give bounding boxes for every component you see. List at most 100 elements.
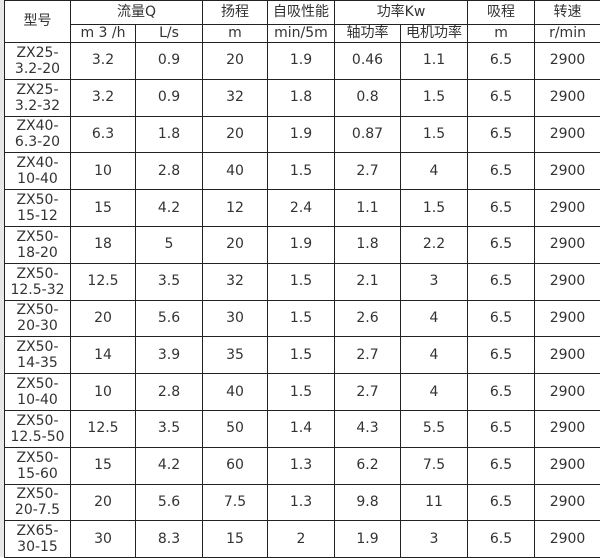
cell-motor-power: 2.2 [401,226,468,263]
cell-motor-power: 4 [401,153,468,190]
cell-shaft-power: 0.8 [335,79,401,116]
header-motor-power: 电机功率 [401,25,468,43]
model-line: 20-30 [5,318,70,334]
header-speed-unit: r/min [535,25,600,43]
cell-model: ZX50-20-7.5 [5,484,71,521]
cell-shaft-power: 9.8 [335,484,401,521]
model-line: ZX25- [5,82,70,98]
cell-speed: 2900 [535,190,600,227]
cell-motor-power: 4 [401,300,468,337]
cell-flow-m3h: 12.5 [71,410,136,447]
model-line: ZX40- [5,155,70,171]
cell-motor-power: 1.5 [401,190,468,227]
cell-flow-m3h: 20 [71,484,136,521]
cell-shaft-power: 6.2 [335,447,401,484]
cell-speed: 2900 [535,521,600,558]
cell-flow-m3h: 6.3 [71,116,136,153]
cell-motor-power: 7.5 [401,447,468,484]
cell-shaft-power: 4.3 [335,410,401,447]
model-line: ZX25- [5,45,70,61]
model-line: 6.3-20 [5,134,70,150]
model-line: ZX50- [5,376,70,392]
model-line: ZX50- [5,229,70,245]
header-shaft-power: 轴功率 [335,25,401,43]
cell-flow-ls: 4.2 [136,447,203,484]
cell-speed: 2900 [535,374,600,411]
cell-self-priming: 1.5 [268,337,335,374]
cell-head: 32 [203,79,268,116]
cell-head: 60 [203,447,268,484]
cell-speed: 2900 [535,153,600,190]
cell-self-priming: 1.9 [268,116,335,153]
cell-flow-ls: 3.9 [136,337,203,374]
cell-speed: 2900 [535,337,600,374]
cell-model: ZX50-20-30 [5,300,71,337]
cell-shaft-power: 1.9 [335,521,401,558]
cell-head: 40 [203,153,268,190]
cell-flow-m3h: 18 [71,226,136,263]
cell-speed: 2900 [535,300,600,337]
cell-motor-power: 1.5 [401,79,468,116]
model-line: ZX65- [5,523,70,539]
cell-model: ZX50-15-12 [5,190,71,227]
model-line: 18-20 [5,245,70,261]
cell-motor-power: 3 [401,263,468,300]
header-flow-m3h: m 3 /h [71,25,136,43]
model-line: 30-15 [5,539,70,555]
cell-head: 35 [203,337,268,374]
cell-self-priming: 1.4 [268,410,335,447]
cell-flow-ls: 5 [136,226,203,263]
model-line: 12.5-50 [5,429,70,445]
cell-suction: 6.5 [468,374,535,411]
model-line: 10-40 [5,171,70,187]
header-flow-ls: L/s [136,25,203,43]
header-self-priming: 自吸性能 [268,1,335,25]
cell-suction: 6.5 [468,484,535,521]
model-line: 3.2-20 [5,61,70,77]
cell-suction: 6.5 [468,116,535,153]
cell-suction: 6.5 [468,226,535,263]
header-flow: 流量Q [71,1,203,25]
cell-model: ZX50-12.5-32 [5,263,71,300]
header-power: 功率Kw [335,1,468,25]
cell-flow-ls: 3.5 [136,410,203,447]
cell-flow-m3h: 20 [71,300,136,337]
cell-shaft-power: 0.46 [335,43,401,80]
model-line: 3.2-32 [5,98,70,114]
cell-suction: 6.5 [468,410,535,447]
cell-model: ZX25-3.2-32 [5,79,71,116]
header-head-unit: m [203,25,268,43]
cell-flow-ls: 5.6 [136,484,203,521]
cell-self-priming: 1.3 [268,447,335,484]
cell-head: 50 [203,410,268,447]
cell-speed: 2900 [535,43,600,80]
cell-self-priming: 1.5 [268,263,335,300]
cell-shaft-power: 2.7 [335,337,401,374]
cell-flow-ls: 4.2 [136,190,203,227]
cell-head: 20 [203,43,268,80]
cell-self-priming: 1.9 [268,43,335,80]
header-suction: 吸程 [468,1,535,25]
model-line: 15-60 [5,466,70,482]
cell-model: ZX50-18-20 [5,226,71,263]
cell-speed: 2900 [535,410,600,447]
cell-speed: 2900 [535,79,600,116]
cell-flow-m3h: 10 [71,153,136,190]
cell-head: 30 [203,300,268,337]
cell-flow-m3h: 14 [71,337,136,374]
cell-motor-power: 5.5 [401,410,468,447]
cell-suction: 6.5 [468,190,535,227]
cell-suction: 6.5 [468,300,535,337]
cell-suction: 6.5 [468,263,535,300]
cell-speed: 2900 [535,484,600,521]
cell-flow-ls: 0.9 [136,43,203,80]
cell-shaft-power: 2.7 [335,153,401,190]
cell-flow-m3h: 30 [71,521,136,558]
